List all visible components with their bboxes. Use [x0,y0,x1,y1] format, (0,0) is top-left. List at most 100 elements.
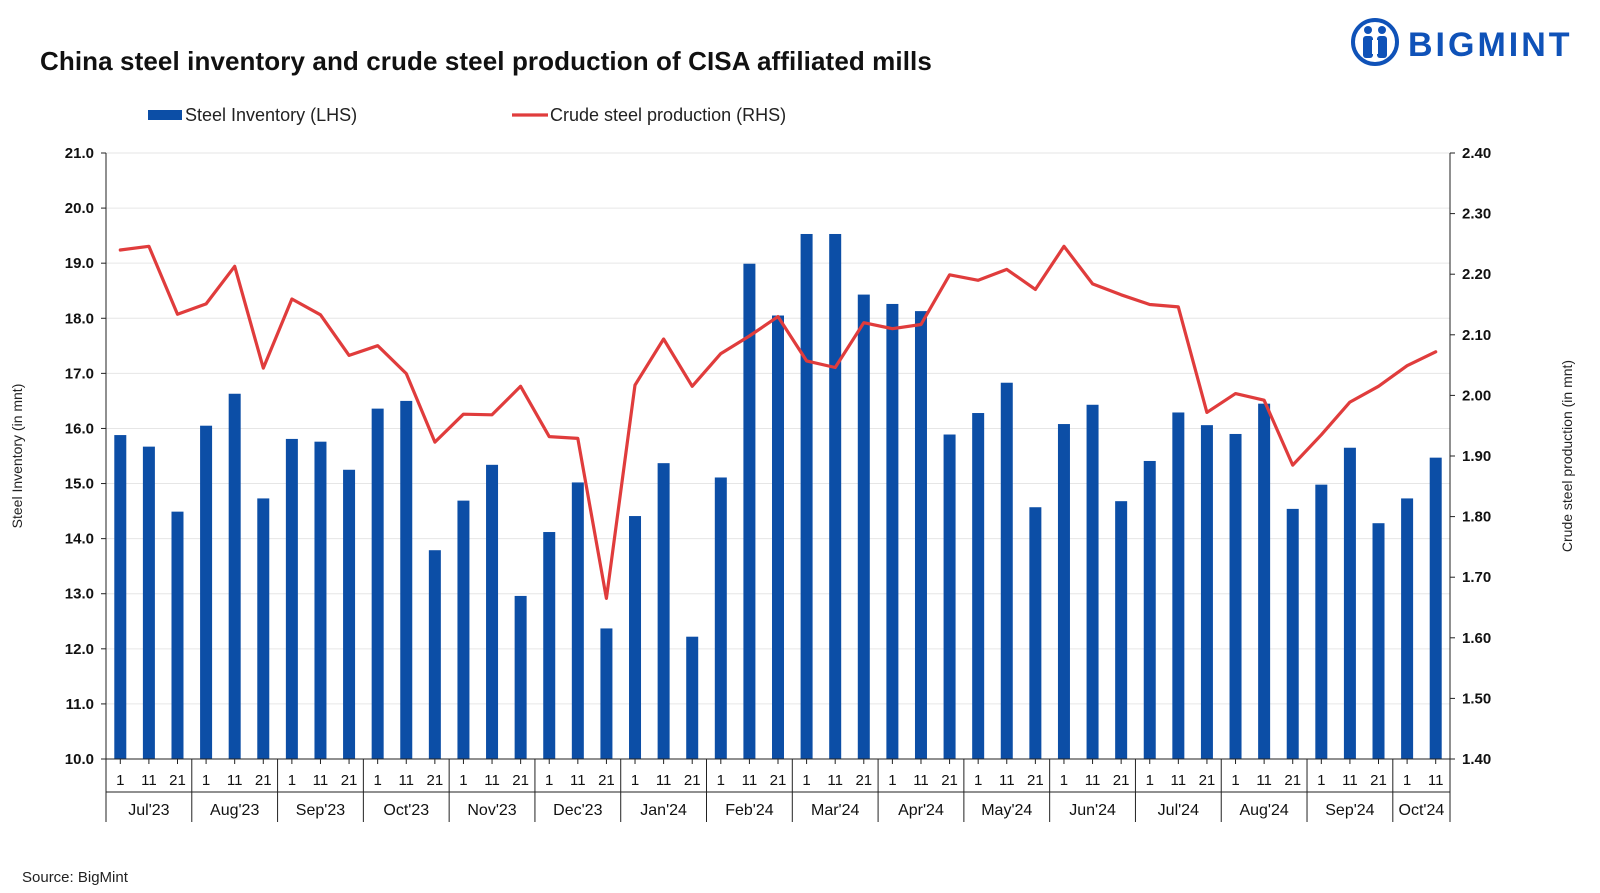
x-day-label: 11 [1342,772,1358,789]
x-day-label: 11 [1428,772,1444,789]
inventory-bar [1000,382,1013,759]
x-day-label: 1 [802,772,810,789]
x-day-label: 11 [656,772,672,789]
x-month-label: Sep'23 [296,802,345,819]
inventory-bar [1143,460,1156,759]
y-left-axis-title: Steel Inventory (in mnt) [9,384,25,529]
x-day-label: 1 [202,772,210,789]
y-right-tick-label: 1.90 [1462,448,1491,465]
y-right-tick-label: 1.40 [1462,751,1491,768]
x-day-label: 1 [717,772,725,789]
y-left-tick-label: 10.0 [65,751,94,768]
inventory-bar [400,400,413,759]
inventory-bar [114,435,127,759]
y-left-tick-label: 17.0 [65,365,94,382]
x-month-label: Dec'23 [553,802,602,819]
bigmint-people-icon [1351,18,1399,66]
x-day-label: 11 [742,772,758,789]
inventory-bar [257,498,270,759]
x-day-label: 1 [888,772,896,789]
inventory-bar [600,628,613,759]
source-note: Source: BigMint [22,869,128,886]
inventory-bar [1429,457,1442,759]
inventory-bar [943,434,956,759]
inventory-bar [829,233,842,759]
x-month-label: Jun'24 [1069,802,1116,819]
inventory-bar [1086,404,1099,759]
inventory-bar [1343,447,1356,759]
inventory-bar [171,511,184,759]
inventory-bar [1315,484,1328,759]
x-day-label: 21 [1199,772,1216,789]
x-day-label: 11 [570,772,586,789]
inventory-bar [629,516,642,759]
inventory-bar [1286,508,1299,759]
y-left-tick-label: 12.0 [65,641,94,658]
inventory-bar [714,477,727,759]
inventory-bar [1258,403,1271,759]
x-day-label: 1 [631,772,639,789]
inventory-bar [1401,498,1414,759]
x-day-label: 11 [999,772,1015,789]
x-day-label: 11 [141,772,157,789]
inventory-bar [1172,412,1185,759]
inventory-bar [857,294,870,759]
y-left-tick-label: 21.0 [65,145,94,162]
x-day-label: 11 [313,772,329,789]
y-left-tick-label: 11.0 [66,696,94,713]
inventory-bar [1029,507,1042,759]
chart-title: China steel inventory and crude steel pr… [40,46,932,76]
x-day-label: 11 [913,772,929,789]
inventory-bar [743,263,756,759]
y-left-tick-label: 18.0 [65,310,94,327]
inventory-bar [571,482,584,759]
y-left-tick-label: 15.0 [65,476,94,493]
x-day-label: 1 [1060,772,1068,789]
inventory-bar [800,233,813,759]
legend-label-production: Crude steel production (RHS) [550,105,786,125]
x-day-label: 11 [1256,772,1272,789]
x-day-label: 11 [1171,772,1187,789]
x-month-label: Oct'24 [1399,802,1445,819]
y-left-tick-label: 19.0 [65,255,94,272]
x-day-label: 21 [684,772,701,789]
inventory-bar [428,550,441,759]
inventory-bar [142,446,155,759]
y-right-tick-label: 1.80 [1462,509,1491,526]
brand-logo: BIGMINT [1350,14,1590,74]
y-right-tick-label: 2.40 [1462,145,1491,162]
x-day-label: 1 [373,772,381,789]
inventory-bar [457,500,470,759]
x-day-label: 21 [1284,772,1301,789]
x-day-label: 1 [459,772,467,789]
x-month-label: Jul'23 [128,802,169,819]
x-day-label: 21 [1027,772,1044,789]
x-day-label: 11 [1085,772,1101,789]
x-day-label: 1 [974,772,982,789]
inventory-bar [686,636,699,759]
x-day-label: 1 [116,772,124,789]
y-right-tick-label: 2.30 [1462,206,1491,223]
x-day-label: 21 [512,772,529,789]
inventory-bar [514,595,527,759]
y-left-tick-label: 20.0 [65,200,94,217]
inventory-bar [285,438,298,759]
inventory-bar [914,311,927,759]
inventory-bar [228,393,241,759]
brand-name: BIGMINT [1408,26,1573,64]
inventory-bar [486,464,499,759]
y-right-tick-label: 1.60 [1462,630,1491,647]
inventory-bar [972,413,985,759]
legend-swatch-inventory [148,110,182,120]
x-day-label: 21 [341,772,358,789]
x-month-label: Jul'24 [1158,802,1199,819]
inventory-bar [371,408,384,759]
y-right-tick-label: 1.50 [1462,690,1491,707]
x-month-label: Mar'24 [811,802,860,819]
x-month-label: Aug'23 [210,802,259,819]
x-month-label: Aug'24 [1239,802,1288,819]
x-day-label: 11 [827,772,843,789]
x-day-label: 21 [598,772,615,789]
x-day-label: 1 [1317,772,1325,789]
